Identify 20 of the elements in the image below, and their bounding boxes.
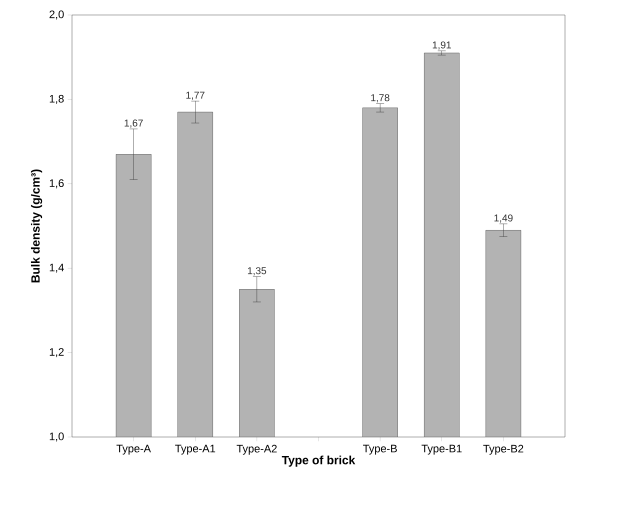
data-label: 1,78 bbox=[371, 94, 390, 102]
y-tick-label: 1,2 bbox=[50, 348, 64, 358]
x-tick-label: Type-B2 bbox=[483, 444, 524, 455]
x-tick-label: Type-B bbox=[363, 444, 397, 455]
y-axis-title: Bulk density (g/cm³) bbox=[30, 169, 42, 282]
x-tick-label: Type-A1 bbox=[175, 444, 216, 455]
y-tick-label: 1,0 bbox=[50, 432, 64, 442]
y-tick-label: 1,4 bbox=[50, 264, 64, 273]
data-label: 1,67 bbox=[124, 120, 143, 128]
data-label: 1,35 bbox=[248, 267, 266, 276]
y-tick-label: 2,0 bbox=[50, 10, 64, 20]
x-axis-title: Type of brick bbox=[282, 456, 356, 467]
x-tick-label: Type-A2 bbox=[236, 444, 277, 455]
x-tick-label: Type-B1 bbox=[422, 444, 462, 455]
data-label: 1,91 bbox=[432, 41, 451, 50]
y-tick-label: 1,8 bbox=[50, 94, 64, 104]
data-label: 1,49 bbox=[494, 214, 513, 223]
data-label: 1,77 bbox=[186, 92, 204, 100]
y-tick-label: 1,6 bbox=[50, 179, 64, 188]
x-tick-label: Type-A bbox=[116, 444, 151, 455]
